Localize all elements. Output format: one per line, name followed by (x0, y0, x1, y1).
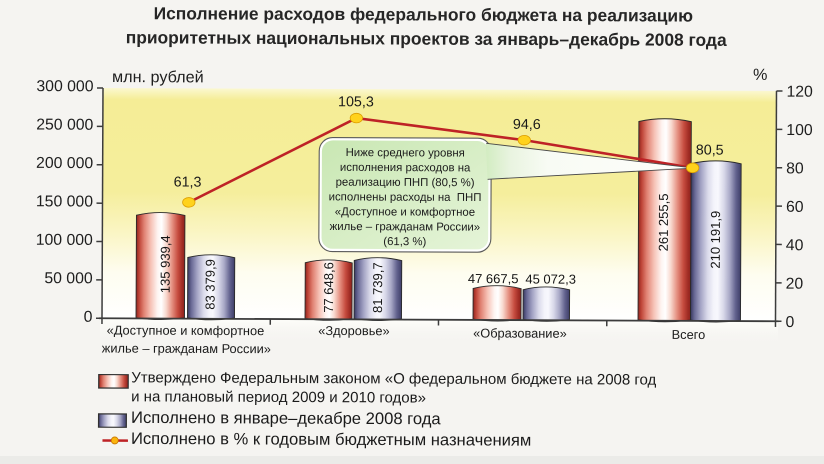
svg-text:80: 80 (786, 160, 804, 177)
svg-text:Утверждено Федеральным законом: Утверждено Федеральным законом «О федера… (131, 369, 656, 388)
svg-text:исполнены расходы на ПНП: исполнены расходы на ПНП (329, 191, 482, 204)
svg-text:81 739,7: 81 739,7 (370, 262, 385, 313)
svg-text:61,3: 61,3 (174, 175, 202, 191)
svg-text:100: 100 (786, 122, 813, 139)
svg-text:47 667,5: 47 667,5 (468, 271, 519, 286)
svg-text:94,6: 94,6 (513, 117, 541, 133)
svg-text:200 000: 200 000 (36, 155, 93, 172)
svg-text:50 000: 50 000 (44, 270, 93, 287)
svg-text:250 000: 250 000 (36, 117, 93, 134)
svg-text:20: 20 (786, 276, 804, 293)
svg-text:Всего: Всего (672, 327, 706, 342)
svg-text:млн. рублей: млн. рублей (112, 68, 204, 86)
svg-text:Исполнено в январе–декабре 200: Исполнено в январе–декабре 2008 года (131, 408, 441, 428)
svg-text:300 000: 300 000 (36, 78, 93, 95)
svg-text:«Здоровье»: «Здоровье» (318, 323, 389, 338)
svg-text:жилье – гражданам России»: жилье – гражданам России» (330, 221, 481, 234)
svg-text:Исполнение расходов федерально: Исполнение расходов федерального бюджета… (154, 3, 694, 25)
svg-text:«Образование»: «Образование» (473, 325, 567, 340)
svg-text:261 255,5: 261 255,5 (656, 193, 671, 251)
svg-text:40: 40 (786, 237, 804, 254)
svg-text:Исполнено в % к годовым бюджет: Исполнено в % к годовым бюджетным назнач… (131, 429, 531, 450)
svg-text:150 000: 150 000 (36, 193, 93, 210)
svg-text:60: 60 (786, 199, 804, 216)
svg-text:и на плановый период 2009 и 20: и на плановый период 2009 и 2010 годов» (131, 388, 426, 406)
svg-text:45 072,3: 45 072,3 (525, 271, 576, 286)
svg-text:жилье – гражданам России»: жилье – гражданам России» (102, 340, 271, 356)
svg-text:«Доступное и комфортное: «Доступное и комфортное (107, 323, 265, 339)
svg-text:210 191,9: 210 191,9 (708, 211, 723, 269)
svg-text:исполнения расходов на: исполнения расходов на (340, 162, 471, 175)
svg-text:0: 0 (785, 314, 794, 331)
svg-text:80,5: 80,5 (696, 142, 724, 158)
svg-text:реализацию ПНП (80,5 %): реализацию ПНП (80,5 %) (336, 177, 475, 190)
svg-text:135 939,4: 135 939,4 (158, 235, 173, 293)
svg-text:105,3: 105,3 (338, 94, 374, 110)
svg-text:(61,3 %): (61,3 %) (383, 236, 426, 248)
svg-text:0: 0 (84, 309, 93, 326)
svg-text:Ниже среднего уровня: Ниже среднего уровня (346, 147, 465, 160)
svg-text:77 648,6: 77 648,6 (321, 262, 336, 313)
svg-text:приоритетных национальных прое: приоритетных национальных проектов за ян… (126, 27, 727, 50)
svg-text:83 379,9: 83 379,9 (203, 259, 218, 310)
svg-text:100 000: 100 000 (36, 232, 93, 249)
svg-text:«Доступное и комфортное: «Доступное и комфортное (335, 206, 475, 219)
svg-text:120: 120 (786, 84, 813, 101)
svg-text:%: % (753, 66, 767, 84)
